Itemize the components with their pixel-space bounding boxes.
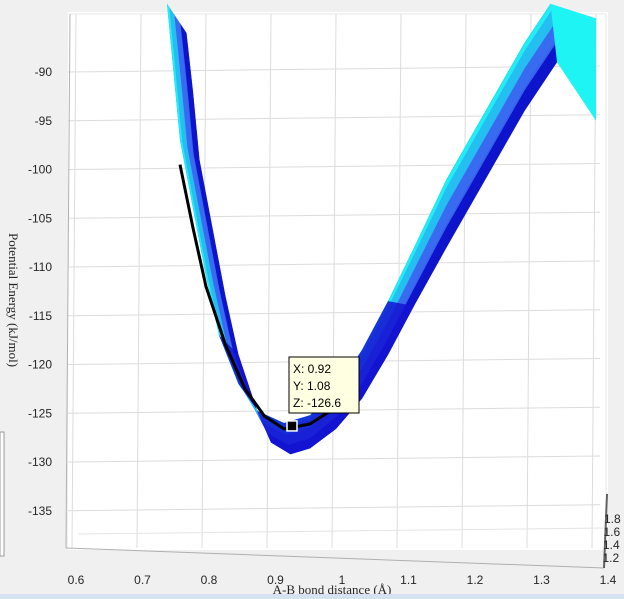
x-tick-label: 0.7 (134, 573, 151, 587)
y-tick-label: -105 (28, 211, 52, 225)
y-tick-label: -115 (29, 309, 52, 323)
depth-axis-line (603, 493, 608, 569)
depth-tick-label: 1.4 (603, 538, 620, 552)
x-tick-label: 0.8 (201, 573, 218, 587)
x-axis-label: A-B bond distance (Å) (273, 582, 392, 597)
y-axis-label: Potential Energy (kJ/mol) (6, 233, 21, 367)
y-tick-label: -120 (28, 358, 52, 372)
x-tick-label: 1.2 (467, 573, 484, 587)
y-grid-line (67, 504, 601, 512)
energy-surface (167, 3, 596, 455)
y-axis-line (65, 13, 71, 549)
y-grid-line (67, 309, 601, 317)
depth-tick-label: 1.2 (603, 551, 620, 565)
y-tick-label: -130 (28, 455, 52, 469)
axes (65, 13, 608, 569)
x-grid-line (136, 13, 142, 549)
surface-well (219, 301, 414, 455)
y-tick-label: -125 (28, 406, 52, 420)
floor-line (77, 527, 605, 535)
y-tick-label: -100 (28, 163, 52, 177)
y-tick-label: -95 (35, 114, 53, 128)
x-axis-line (65, 547, 605, 569)
y-tick-label: -90 (35, 65, 53, 79)
datatip[interactable]: X: 0.92 Y: 1.08 Z: -126.6 (286, 356, 360, 432)
x-tick-label: 1.1 (400, 573, 417, 587)
x-tick-label: 1.4 (600, 573, 617, 587)
window-bottom-edge (0, 594, 624, 599)
datatip-line: Z: -126.6 (293, 396, 341, 410)
y-tick-label: -135 (28, 504, 52, 518)
datatip-box (288, 356, 360, 414)
x-tick-label: 1.3 (533, 573, 550, 587)
minimum-energy-path (178, 164, 357, 431)
x-grid-line (526, 13, 532, 549)
surface-right-arm (550, 3, 596, 121)
surface-band (179, 22, 584, 455)
x-tick-label: 1 (339, 573, 346, 587)
y-grid-line (67, 455, 601, 463)
tick-labels: 0.6 0.7 0.8 0.9 1 1.1 1.2 1.3 1.4 -90 -95 -100 -105 -… (28, 65, 621, 587)
x-tick-label: 0.6 (68, 573, 85, 587)
x-grid-line (461, 13, 467, 549)
x-tick-label: 0.9 (267, 573, 284, 587)
depth-tick-label: 1.8 (604, 512, 621, 526)
y-grid-line (67, 163, 601, 170)
y-grid-line (67, 260, 601, 268)
y-grid-line (67, 211, 601, 219)
left-side-panel (0, 431, 5, 557)
axis-labels: A-B bond distance (Å) Potential Energy (… (6, 233, 391, 597)
datatip-line: X: 0.92 (293, 362, 331, 376)
x-grid-line (266, 13, 272, 549)
y-tick-label: -110 (29, 260, 52, 274)
x-grid-line (71, 13, 77, 549)
datatip-marker[interactable] (286, 420, 298, 432)
datatip-line: Y: 1.08 (293, 379, 331, 393)
depth-tick-label: 1.6 (604, 525, 621, 539)
